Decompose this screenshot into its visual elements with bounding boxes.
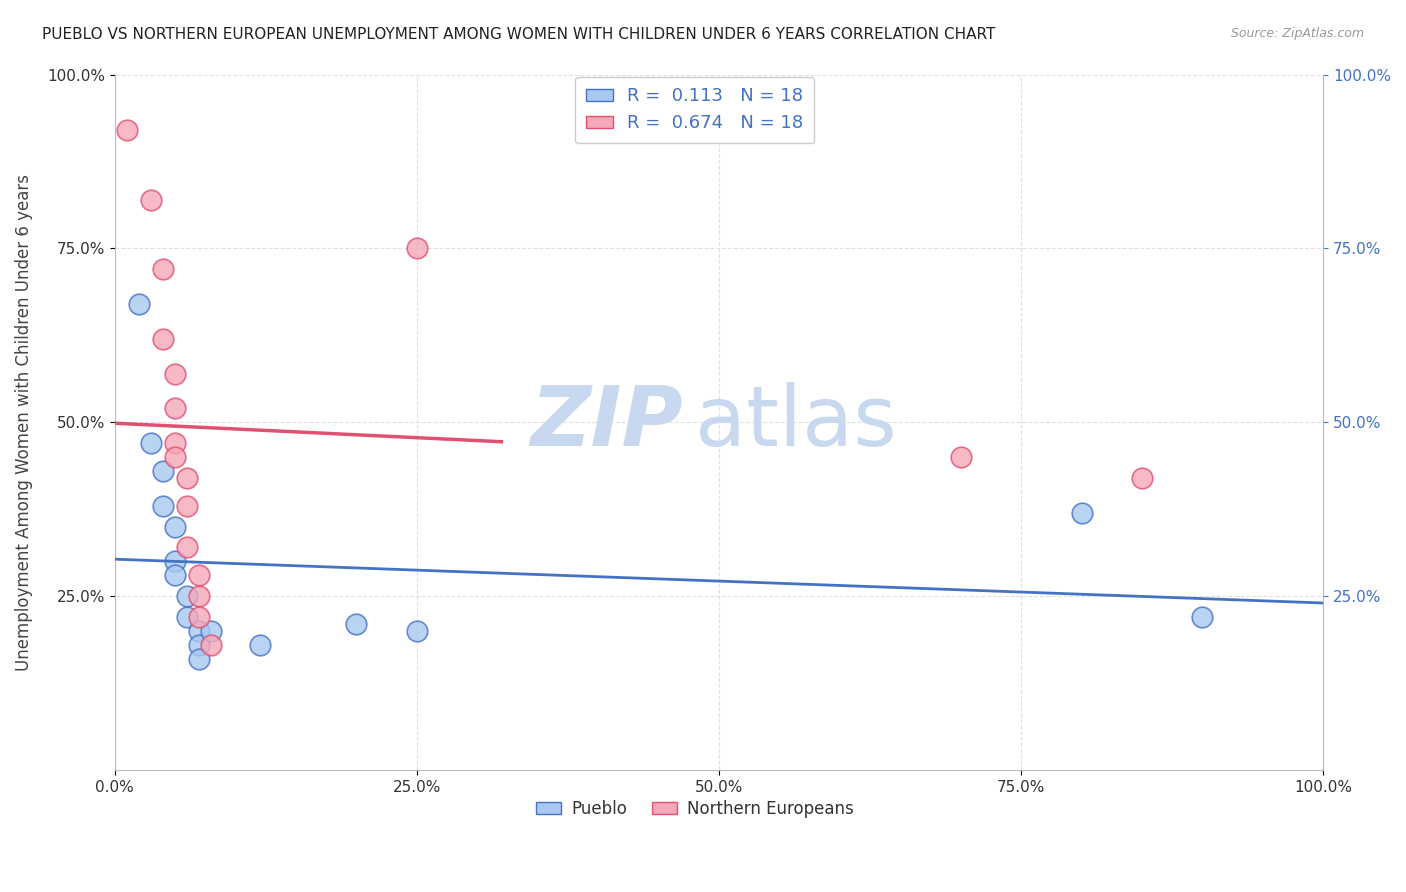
Point (163, 367, 186, 381)
Point (176, 589, 198, 603)
Point (188, 589, 211, 603)
Point (163, 568, 186, 582)
Point (249, 638, 271, 652)
Point (188, 624, 211, 638)
Point (128, 297, 150, 311)
Point (176, 610, 198, 624)
Point (152, 464, 174, 478)
Point (176, 541, 198, 555)
Point (1070, 506, 1092, 520)
Point (152, 262, 174, 277)
Point (163, 519, 186, 533)
Point (1130, 471, 1153, 485)
Point (200, 624, 222, 638)
Text: atlas: atlas (695, 382, 897, 463)
Point (163, 554, 186, 568)
Point (163, 401, 186, 416)
Point (405, 624, 427, 638)
Legend: Pueblo, Northern Europeans: Pueblo, Northern Europeans (529, 793, 860, 824)
Point (344, 616, 367, 631)
Point (176, 499, 198, 513)
Point (200, 638, 222, 652)
Text: PUEBLO VS NORTHERN EUROPEAN UNEMPLOYMENT AMONG WOMEN WITH CHILDREN UNDER 6 YEARS: PUEBLO VS NORTHERN EUROPEAN UNEMPLOYMENT… (42, 27, 995, 42)
Point (152, 499, 174, 513)
Point (188, 638, 211, 652)
Point (188, 568, 211, 582)
Point (176, 471, 198, 485)
Point (949, 450, 972, 464)
Point (163, 436, 186, 450)
Point (115, 123, 138, 137)
Y-axis label: Unemployment Among Women with Children Under 6 years: Unemployment Among Women with Children U… (15, 174, 32, 671)
Point (1191, 610, 1213, 624)
Point (139, 436, 162, 450)
Point (139, 193, 162, 207)
Point (405, 241, 427, 255)
Point (188, 651, 211, 665)
Text: ZIP: ZIP (530, 382, 683, 463)
Point (163, 450, 186, 464)
Point (188, 610, 211, 624)
Text: Source: ZipAtlas.com: Source: ZipAtlas.com (1230, 27, 1364, 40)
Point (152, 332, 174, 346)
